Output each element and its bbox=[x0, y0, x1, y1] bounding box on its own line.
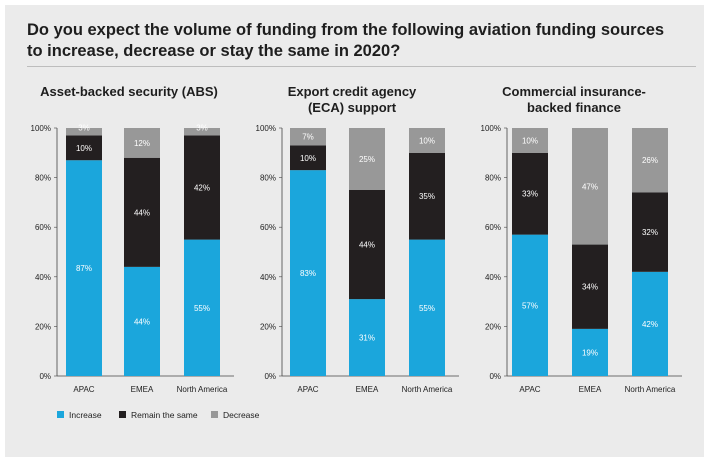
chart-title-line: Export credit agency bbox=[288, 84, 417, 99]
data-label: 42% bbox=[642, 320, 658, 329]
bar-segment-remain bbox=[124, 157, 160, 267]
x-category-label: APAC bbox=[519, 385, 540, 394]
title-divider bbox=[27, 66, 696, 67]
chart-title-line: (ECA) support bbox=[308, 100, 397, 115]
data-label: 83% bbox=[300, 269, 316, 278]
bar-segment-increase bbox=[66, 160, 102, 376]
x-category-label: APAC bbox=[297, 385, 318, 394]
x-category-label: APAC bbox=[73, 385, 94, 394]
chart-title-line: backed finance bbox=[527, 100, 621, 115]
y-tick-label: 80% bbox=[35, 174, 51, 183]
y-tick-label: 100% bbox=[481, 124, 501, 133]
y-tick-label: 60% bbox=[485, 223, 501, 232]
data-label: 26% bbox=[642, 156, 658, 165]
chart-title-line: Asset-backed security (ABS) bbox=[40, 84, 218, 99]
data-label: 10% bbox=[76, 144, 92, 153]
data-label: 10% bbox=[522, 136, 538, 145]
bar-segment-increase bbox=[632, 271, 668, 376]
bar-segment-decrease bbox=[124, 128, 160, 158]
data-label: 34% bbox=[582, 283, 598, 292]
bar-segment-increase bbox=[124, 266, 160, 376]
data-label: 57% bbox=[522, 301, 538, 310]
bar-segment-remain bbox=[512, 152, 548, 235]
y-tick-label: 80% bbox=[485, 174, 501, 183]
data-label: 55% bbox=[194, 304, 210, 313]
data-label: 42% bbox=[194, 184, 210, 193]
bar-segment-increase bbox=[349, 299, 385, 376]
data-label: 55% bbox=[419, 304, 435, 313]
bar-segment-decrease bbox=[290, 128, 326, 146]
bar-segment-increase bbox=[409, 239, 445, 376]
data-label: 44% bbox=[359, 241, 375, 250]
legend-swatch-remain bbox=[119, 411, 126, 418]
data-label: 35% bbox=[419, 192, 435, 201]
bar-segment-remain bbox=[409, 152, 445, 240]
bar-segment-increase bbox=[512, 234, 548, 376]
x-category-label: North America bbox=[402, 385, 453, 394]
y-tick-label: 0% bbox=[39, 372, 51, 381]
y-tick-label: 100% bbox=[31, 124, 51, 133]
data-label: 12% bbox=[134, 139, 150, 148]
bar-segment-increase bbox=[184, 239, 220, 376]
legend-swatch-decrease bbox=[211, 411, 218, 418]
bar-segment-decrease bbox=[409, 128, 445, 153]
data-label: 33% bbox=[522, 190, 538, 199]
bar-segment-remain bbox=[184, 135, 220, 240]
bar-segment-remain bbox=[572, 244, 608, 329]
data-label: 47% bbox=[582, 182, 598, 191]
bar-segment-decrease bbox=[184, 128, 220, 136]
y-tick-label: 40% bbox=[35, 273, 51, 282]
data-label: 10% bbox=[419, 136, 435, 145]
x-category-label: North America bbox=[625, 385, 676, 394]
y-tick-label: 40% bbox=[260, 273, 276, 282]
data-label: 31% bbox=[359, 334, 375, 343]
x-category-label: EMEA bbox=[579, 385, 602, 394]
data-label: 3% bbox=[196, 124, 208, 133]
data-label: 87% bbox=[76, 264, 92, 273]
legend-label: Decrease bbox=[223, 410, 260, 420]
data-label: 10% bbox=[300, 154, 316, 163]
chart-title-line: Commercial insurance- bbox=[502, 84, 646, 99]
data-label: 7% bbox=[302, 133, 314, 142]
x-category-label: North America bbox=[177, 385, 228, 394]
bar-segment-remain bbox=[349, 190, 385, 300]
bar-segment-decrease bbox=[66, 128, 102, 136]
data-label: 32% bbox=[642, 228, 658, 237]
y-tick-label: 0% bbox=[489, 372, 501, 381]
y-tick-label: 60% bbox=[35, 223, 51, 232]
y-tick-label: 60% bbox=[260, 223, 276, 232]
data-label: 44% bbox=[134, 208, 150, 217]
y-tick-label: 0% bbox=[264, 372, 276, 381]
y-tick-label: 40% bbox=[485, 273, 501, 282]
y-tick-label: 80% bbox=[260, 174, 276, 183]
y-tick-label: 20% bbox=[35, 322, 51, 331]
data-label: 44% bbox=[134, 317, 150, 326]
legend-swatch-increase bbox=[57, 411, 64, 418]
legend-label: Increase bbox=[69, 410, 102, 420]
bar-segment-remain bbox=[632, 192, 668, 272]
bar-segment-increase bbox=[290, 170, 326, 376]
bar-segment-decrease bbox=[572, 128, 608, 245]
data-label: 19% bbox=[582, 348, 598, 357]
y-tick-label: 20% bbox=[260, 322, 276, 331]
bar-segment-decrease bbox=[632, 128, 668, 193]
legend-label: Remain the same bbox=[131, 410, 198, 420]
x-category-label: EMEA bbox=[356, 385, 379, 394]
bar-segment-decrease bbox=[349, 128, 385, 190]
y-tick-label: 20% bbox=[485, 322, 501, 331]
bar-segment-remain bbox=[66, 135, 102, 161]
bar-segment-remain bbox=[290, 145, 326, 171]
x-category-label: EMEA bbox=[131, 385, 154, 394]
bar-segment-increase bbox=[572, 328, 608, 376]
data-label: 25% bbox=[359, 155, 375, 164]
figure-title: Do you expect the volume of funding from… bbox=[27, 21, 665, 60]
y-tick-label: 100% bbox=[256, 124, 276, 133]
bar-segment-decrease bbox=[512, 128, 548, 153]
data-label: 3% bbox=[78, 124, 90, 133]
